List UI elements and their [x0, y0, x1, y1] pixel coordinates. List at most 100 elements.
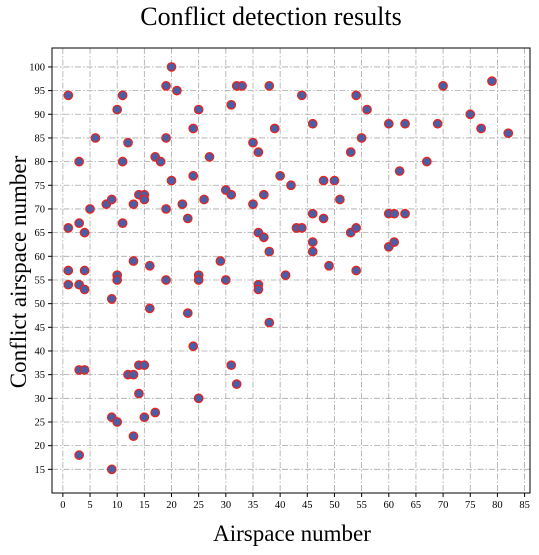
scatter-point	[421, 156, 432, 167]
x-tick-label: 60	[384, 500, 395, 511]
scatter-point	[74, 218, 85, 229]
scatter-point	[258, 232, 269, 243]
scatter-point	[177, 199, 188, 210]
scatter-point	[351, 265, 362, 276]
scatter-point	[307, 208, 318, 219]
x-tick-label: 0	[60, 500, 65, 511]
y-tick-label: 65	[35, 228, 46, 239]
x-tick-label: 70	[438, 500, 449, 511]
scatter-point	[112, 104, 123, 115]
scatter-point	[400, 208, 410, 219]
scatter-point	[269, 123, 280, 134]
y-tick-label: 60	[35, 252, 46, 263]
scatter-point	[307, 118, 318, 129]
scatter-point	[215, 256, 226, 266]
scatter-point	[226, 99, 237, 110]
scatter-point	[182, 213, 193, 224]
scatter-point	[79, 227, 90, 238]
scatter-point	[79, 265, 90, 276]
scatter-point	[161, 133, 171, 143]
scatter-point	[318, 175, 329, 186]
scatter-point	[231, 379, 242, 389]
scatter-point	[307, 237, 318, 247]
scatter-point	[248, 199, 258, 210]
y-tick-label: 45	[35, 323, 46, 334]
scatter-point	[280, 270, 291, 281]
scatter-point	[389, 208, 400, 219]
scatter-point	[253, 284, 264, 295]
scatter-point	[106, 294, 117, 304]
x-tick-label: 30	[221, 500, 232, 511]
plot-frame	[51, 47, 531, 494]
scatter-point	[356, 133, 367, 143]
y-tick-label: 95	[35, 86, 46, 97]
scatter-point	[286, 180, 296, 191]
scatter-point	[438, 81, 448, 91]
x-tick-label: 35	[248, 500, 259, 511]
scatter-point	[128, 431, 139, 442]
x-tick-label: 55	[356, 500, 367, 511]
scatter-point	[106, 194, 117, 205]
y-tick-label: 25	[35, 417, 46, 428]
scatter-point	[139, 194, 150, 205]
scatter-point	[307, 246, 318, 257]
scatter-point	[324, 260, 334, 271]
scatter-point	[389, 237, 400, 247]
scatter-point	[79, 365, 90, 375]
point-layer	[63, 62, 514, 475]
y-tick-label: 90	[35, 110, 46, 121]
scatter-point	[264, 81, 275, 91]
scatter-point	[394, 166, 405, 176]
scatter-point	[432, 118, 443, 129]
y-axis-label: Conflict airspace number	[6, 155, 31, 388]
scatter-point	[79, 284, 90, 295]
scatter-point	[193, 275, 204, 285]
scatter-point	[362, 104, 372, 115]
x-tick-label: 80	[492, 500, 503, 511]
y-tick-label: 75	[35, 181, 46, 192]
scatter-point	[193, 393, 204, 404]
scatter-point	[193, 104, 204, 115]
x-tick-label: 20	[166, 500, 177, 511]
scatter-point	[345, 147, 356, 157]
scatter-point	[329, 175, 340, 186]
scatter-point	[253, 147, 264, 157]
scatter-point	[144, 260, 155, 271]
x-tick-label: 50	[329, 500, 340, 511]
x-tick-label: 40	[275, 500, 286, 511]
scatter-point	[139, 412, 150, 423]
scatter-point	[161, 81, 171, 91]
scatter-point	[161, 204, 171, 214]
x-tick-label: 15	[139, 500, 150, 511]
scatter-point	[112, 417, 123, 427]
y-tick-label: 70	[35, 204, 46, 215]
scatter-point	[112, 275, 123, 285]
scatter-point	[264, 246, 275, 257]
scatter-point	[188, 123, 199, 134]
scatter-point	[144, 303, 155, 314]
y-tick-label: 20	[35, 441, 46, 452]
scatter-point	[335, 194, 345, 205]
scatter-point	[188, 341, 199, 352]
scatter-point	[172, 85, 182, 96]
scatter-point	[139, 360, 150, 371]
scatter-point	[123, 137, 133, 148]
x-tick-label: 65	[411, 500, 422, 511]
scatter-point	[85, 204, 95, 214]
scatter-point	[74, 156, 85, 167]
scatter-point	[63, 279, 74, 290]
scatter-point	[128, 369, 139, 380]
x-tick-label: 45	[302, 500, 313, 511]
scatter-point	[318, 213, 329, 224]
scatter-point	[63, 223, 74, 233]
scatter-point	[63, 265, 74, 276]
y-tick-label: 50	[35, 299, 46, 310]
y-tick-label: 100	[29, 62, 45, 73]
scatter-point	[188, 170, 199, 181]
y-tick-label: 15	[35, 465, 46, 476]
y-tick-label: 30	[35, 394, 46, 405]
x-tick-label: 5	[87, 500, 92, 511]
y-tick-label: 85	[35, 133, 46, 144]
scatter-point	[117, 218, 128, 229]
